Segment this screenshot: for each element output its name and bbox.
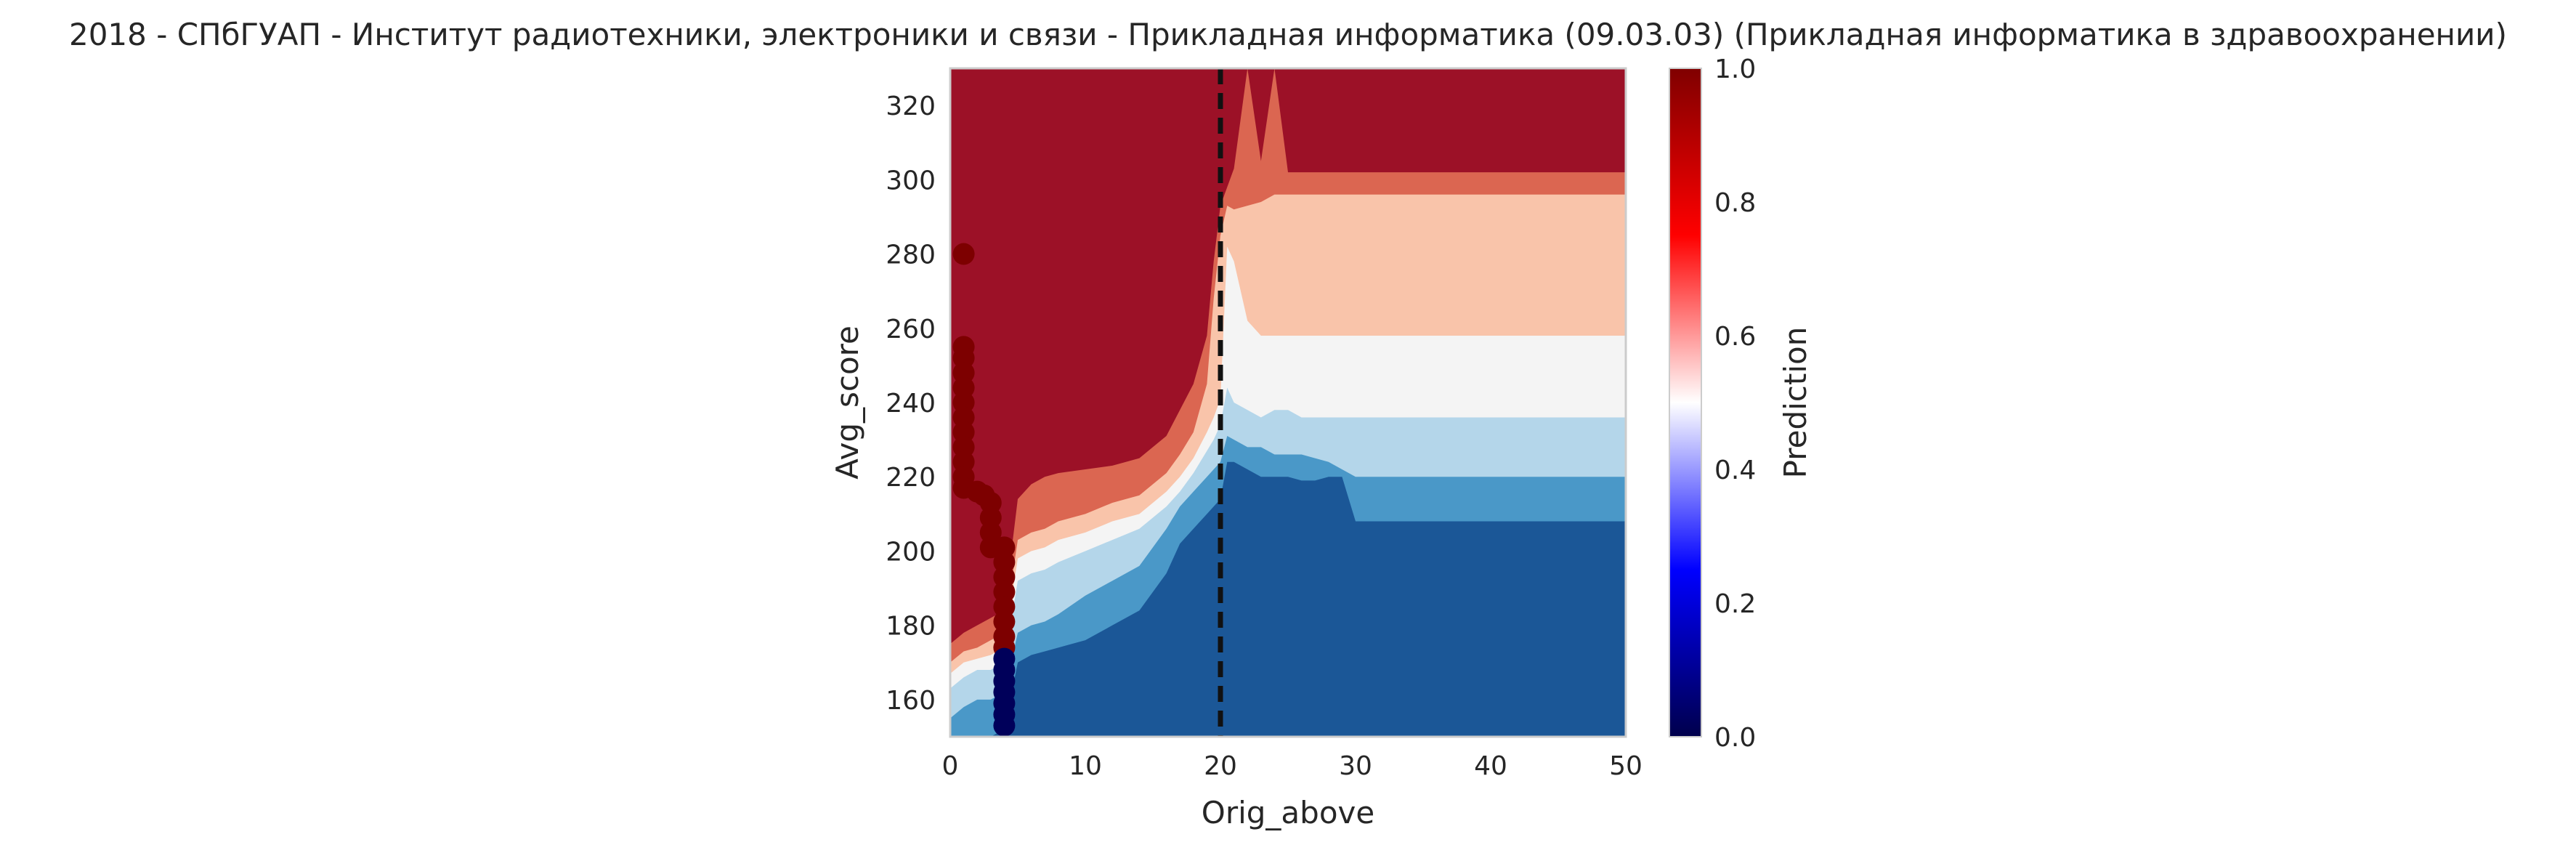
scatter-points xyxy=(952,243,1016,737)
colorbar-tick-label: 0.0 xyxy=(1714,723,1756,753)
contour-fills xyxy=(950,68,1626,737)
x-tick-label: 50 xyxy=(1609,751,1643,781)
scatter-point xyxy=(993,714,1016,737)
colorbar-gradient xyxy=(1669,68,1702,737)
y-axis-ticks: 160 180 200 220 240 260 280 300 320 xyxy=(886,92,936,716)
y-tick-label: 220 xyxy=(886,463,936,493)
y-tick-label: 240 xyxy=(886,389,936,419)
colorbar-tick-label: 1.0 xyxy=(1714,54,1756,84)
colorbar-tick-label: 0.8 xyxy=(1714,188,1756,218)
y-tick-label: 200 xyxy=(886,537,936,567)
y-axis-label: Avg_score xyxy=(830,326,865,480)
y-tick-label: 160 xyxy=(886,686,936,716)
chart-title: 2018 - СПбГУАП - Институт радиотехники, … xyxy=(69,17,2507,52)
x-tick-label: 10 xyxy=(1069,751,1102,781)
colorbar-label: Prediction xyxy=(1778,327,1813,479)
x-tick-label: 20 xyxy=(1204,751,1237,781)
colorbar-tick-label: 0.4 xyxy=(1714,456,1756,485)
colorbar-ticks: 0.0 0.2 0.4 0.6 0.8 1.0 xyxy=(1714,54,1756,753)
colorbar: 0.0 0.2 0.4 0.6 0.8 1.0 Prediction xyxy=(1669,54,1813,753)
colorbar-tick-label: 0.6 xyxy=(1714,322,1756,352)
y-tick-label: 300 xyxy=(886,166,936,195)
x-axis-ticks: 0 10 20 30 40 50 xyxy=(942,751,1643,781)
y-tick-label: 320 xyxy=(886,92,936,121)
x-tick-label: 40 xyxy=(1474,751,1507,781)
plot-area xyxy=(949,67,1627,738)
scatter-point xyxy=(952,243,975,265)
y-tick-label: 280 xyxy=(886,240,936,270)
contour-band-6 xyxy=(950,68,1626,644)
colorbar-tick-label: 0.2 xyxy=(1714,589,1756,619)
x-tick-label: 30 xyxy=(1339,751,1372,781)
plot-frame xyxy=(949,67,1627,738)
y-tick-label: 180 xyxy=(886,612,936,642)
x-axis-label: Orig_above xyxy=(1202,795,1374,830)
x-tick-label: 0 xyxy=(942,751,959,781)
y-tick-label: 260 xyxy=(886,315,936,344)
